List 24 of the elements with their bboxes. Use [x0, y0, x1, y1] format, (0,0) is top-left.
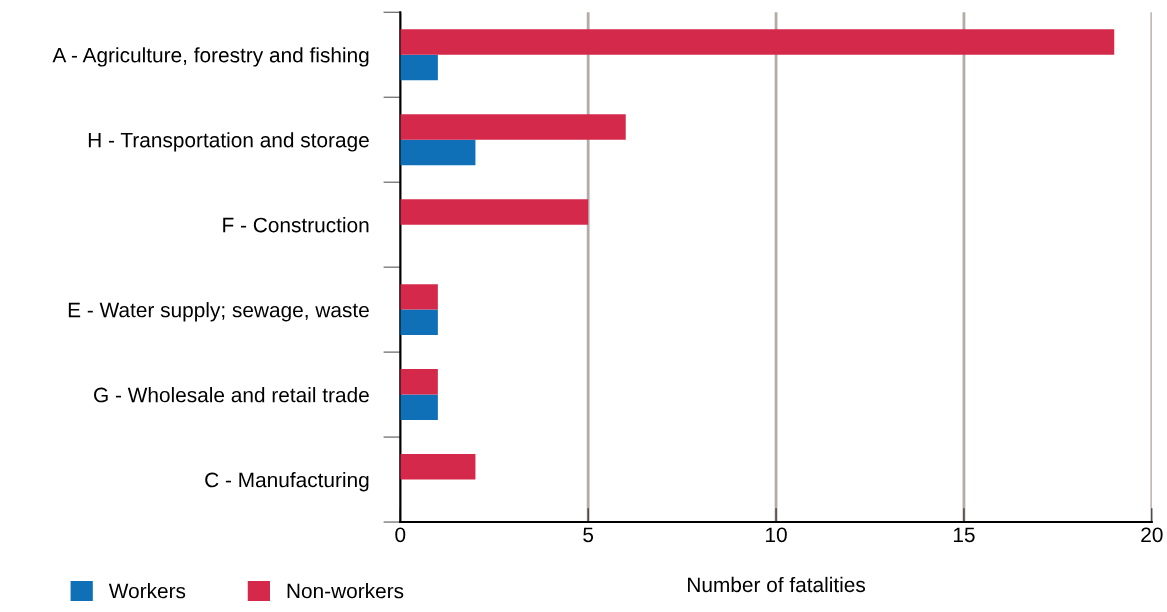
x-tick-label: 20	[1141, 527, 1163, 543]
bar	[400, 199, 589, 225]
y-tick-label: F - Construction	[223, 217, 369, 233]
x-tick-label: 5	[583, 527, 594, 543]
y-tick-label: H - Transportation and storage	[88, 132, 369, 152]
x-tick-label: 0	[395, 527, 406, 543]
y-tick-label: E - Water supply; sewage, waste	[68, 302, 369, 322]
bar	[400, 139, 476, 166]
bar	[400, 114, 626, 140]
x-axis-title: Number of fatalities	[688, 576, 866, 593]
x-tick-label: 15	[953, 527, 975, 543]
bar	[400, 454, 476, 480]
bar	[400, 394, 438, 421]
bar	[400, 284, 438, 310]
bar	[400, 309, 438, 336]
bar	[400, 29, 1115, 55]
bar	[400, 369, 438, 395]
y-tick-label: A - Agriculture, forestry and fishing	[52, 47, 369, 67]
bar	[400, 54, 438, 81]
legend-label: Workers	[108, 583, 186, 599]
x-tick-label: 10	[766, 527, 787, 543]
y-tick-label: G - Wholesale and retail trade	[94, 387, 369, 403]
y-tick-label: C - Manufacturing	[205, 472, 369, 492]
legend-label: Non-workers	[287, 583, 404, 599]
